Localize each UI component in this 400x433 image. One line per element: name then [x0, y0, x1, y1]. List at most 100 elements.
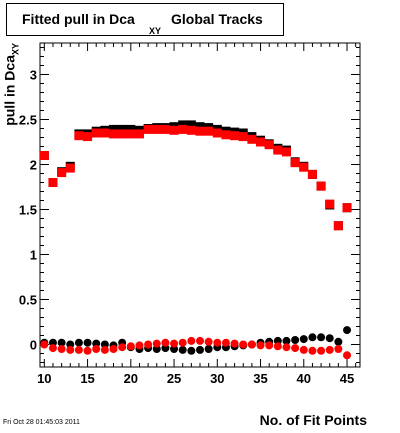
series-red-square-point	[290, 158, 300, 168]
series-red-circle-point	[239, 340, 248, 349]
series-red-circle-point	[170, 339, 179, 348]
series-red-circle-point	[265, 341, 274, 350]
x-tick-label: 45	[340, 371, 354, 386]
series-black-circle-point	[317, 333, 326, 342]
series-red-square-point	[230, 131, 240, 141]
series-red-circle-point	[213, 338, 222, 347]
series-red-circle-point	[204, 337, 213, 346]
series-red-circle-point	[282, 343, 291, 352]
x-tick-label: 35	[253, 371, 267, 386]
series-red-circle-point	[256, 341, 265, 350]
series-red-circle-point	[48, 344, 57, 353]
series-red-square-point	[307, 169, 317, 179]
series-red-circle-point	[230, 339, 239, 348]
series-red-square-point	[273, 145, 283, 155]
series-red-circle-point	[196, 336, 204, 345]
series-red-square-point	[48, 178, 58, 187]
series-black-circle-point	[57, 338, 66, 347]
series-red-square-point	[178, 124, 188, 134]
y-tick-label: 1.5	[19, 203, 37, 218]
series-black-square-point	[186, 120, 196, 130]
series-red-circle-point	[343, 351, 352, 360]
series-red-square-point	[117, 129, 127, 139]
y-axis-label-text: pull in Dca	[1, 55, 18, 126]
series-red-circle-point	[291, 344, 300, 353]
series-red-square-point	[264, 140, 274, 150]
series-red-circle-point	[161, 338, 170, 347]
series-red-circle-point	[126, 342, 135, 351]
series-red-square-point	[91, 128, 101, 138]
series-black-circle-point	[196, 345, 204, 354]
series-red-circle-point	[299, 345, 308, 354]
series-red-square-point	[65, 163, 75, 173]
y-tick-label: 1	[30, 248, 37, 263]
series-red-square-point	[100, 128, 110, 138]
series-black-circle-point	[282, 336, 291, 345]
series-red-square-point	[57, 168, 67, 178]
series-red-circle-point	[100, 345, 109, 354]
series-red-square-point	[160, 124, 170, 134]
series-red-square-point	[186, 125, 196, 135]
series-red-circle-point	[152, 339, 161, 348]
series-red-circle-point	[325, 345, 334, 354]
series-red-square-point	[316, 181, 326, 191]
series-red-circle-point	[92, 345, 101, 353]
series-red-square-point	[83, 132, 93, 142]
x-tick-label: 10	[37, 371, 51, 386]
series-red-square-point	[281, 147, 291, 157]
series-red-circle-point	[57, 345, 66, 353]
series-red-square-point	[152, 124, 162, 134]
series-red-square-point	[169, 125, 179, 135]
x-tick-label: 30	[210, 371, 224, 386]
series-red-square-point	[212, 128, 222, 138]
series-red-square-point	[126, 129, 136, 139]
series-red-square-point	[299, 162, 309, 172]
series-black-square-point	[178, 120, 188, 130]
series-red-square-point	[247, 134, 257, 144]
series-black-circle-point	[291, 336, 300, 344]
series-red-square-point	[342, 203, 352, 213]
series-red-square-point	[109, 129, 119, 139]
series-red-circle-point	[40, 340, 49, 349]
series-red-circle-point	[334, 345, 343, 353]
x-tick-label: 15	[80, 371, 94, 386]
series-black-circle-point	[325, 334, 334, 343]
series-red-circle-point	[66, 345, 75, 354]
chart-title: Fitted pull in Dca	[22, 11, 135, 27]
series-black-circle-point	[178, 345, 187, 354]
series-red-square-point	[325, 199, 335, 209]
series-red-circle-point	[178, 338, 187, 347]
y-tick-label: 2	[30, 158, 37, 173]
series-red-circle-point	[83, 346, 92, 355]
x-tick-label: 20	[124, 371, 138, 386]
series-red-square-point	[195, 126, 205, 136]
series-red-square-point	[256, 137, 266, 147]
series-red-circle-point	[273, 342, 282, 351]
plot-frame	[39, 42, 361, 368]
series-red-square-point	[221, 130, 231, 140]
chart-title-box: Fitted pull in Dca XY Global Tracks	[6, 3, 284, 36]
series-red-circle-point	[135, 341, 144, 350]
y-tick-label: 0	[30, 338, 37, 353]
series-black-circle-point	[308, 333, 317, 342]
x-tick-label: 25	[167, 371, 181, 386]
y-tick-label: 3	[30, 68, 37, 83]
axes: 10 15 20 25 30 35 40 45 0 0.5 1 1.5 2 2.5 3	[19, 43, 360, 386]
series-red-circle-point	[109, 345, 118, 353]
y-tick-label: 2.5	[19, 113, 37, 128]
series-black-circle-point	[187, 346, 196, 355]
series-red-square-point	[333, 221, 343, 231]
timestamp: Fri Oct 28 01:45:03 2011	[3, 419, 80, 426]
series-red-circle-point	[308, 346, 317, 355]
series-red-circle-point	[118, 343, 127, 352]
series-red-square-point	[204, 126, 214, 136]
series-black-circle-point	[83, 338, 92, 347]
series-red-circle-point	[187, 336, 196, 345]
series-red-circle-point	[221, 338, 230, 347]
series-red-square-point	[238, 132, 248, 142]
series-black-circle-point	[334, 337, 343, 346]
chart-title-rest: Global Tracks	[171, 11, 263, 27]
data-marks	[39, 120, 352, 360]
series-black-circle-point	[204, 345, 213, 353]
